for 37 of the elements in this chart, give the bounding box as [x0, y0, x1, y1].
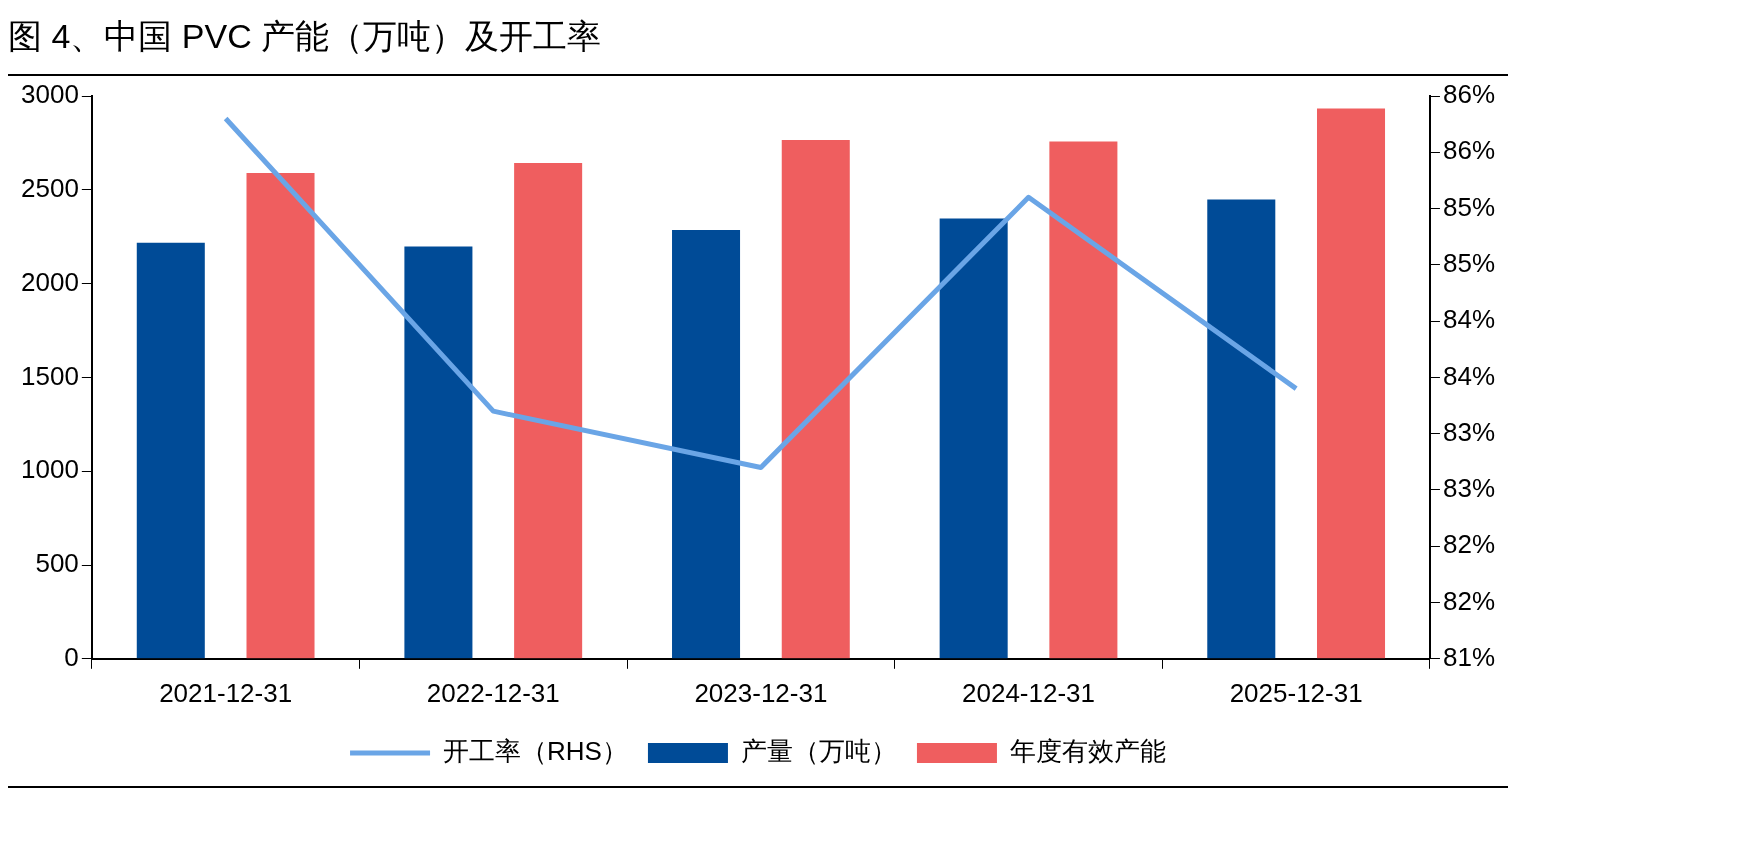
x-tick-label: 2025-12-31 — [1229, 677, 1363, 708]
x-tick-label: 2024-12-31 — [962, 677, 1096, 708]
y2-tick-label: 81% — [1442, 641, 1496, 672]
legend-label: 年度有效产能 — [1009, 736, 1166, 767]
bar — [1317, 108, 1386, 659]
bar — [939, 218, 1008, 659]
y2-tick-label: 82% — [1442, 585, 1496, 616]
bar — [672, 229, 741, 659]
y2-tick-label: 86% — [1442, 79, 1496, 110]
legend-label: 产量（万吨） — [740, 736, 897, 767]
x-tick-label: 2022-12-31 — [426, 677, 560, 708]
y2-tick-label: 84% — [1442, 360, 1496, 391]
bar — [246, 173, 315, 659]
legend-label: 开工率（RHS） — [443, 736, 628, 767]
y-tick-label: 1000 — [21, 454, 79, 485]
y-tick-label: 500 — [35, 548, 79, 579]
y2-tick-label: 85% — [1442, 248, 1496, 279]
y2-tick-label: 83% — [1442, 473, 1496, 504]
x-tick-label: 2023-12-31 — [694, 677, 828, 708]
y-tick-label: 0 — [64, 641, 79, 672]
y2-tick-label: 84% — [1442, 304, 1496, 335]
y2-tick-label: 86% — [1442, 135, 1496, 166]
bar — [1207, 199, 1276, 659]
bar — [781, 140, 850, 659]
x-tick-label: 2021-12-31 — [159, 677, 293, 708]
bar — [1049, 141, 1118, 659]
y-tick-label: 2000 — [21, 266, 79, 297]
y2-tick-label: 85% — [1442, 191, 1496, 222]
y2-tick-label: 82% — [1442, 529, 1496, 560]
bar — [136, 242, 205, 659]
bar — [514, 162, 583, 659]
y-tick-label: 1500 — [21, 360, 79, 391]
y-tick-label: 3000 — [21, 79, 79, 110]
bar — [404, 246, 473, 659]
y2-tick-label: 83% — [1442, 416, 1496, 447]
y-tick-label: 2500 — [21, 172, 79, 203]
chart-title: 图 4、中国 PVC 产能（万吨）及开工率 — [8, 8, 1508, 76]
